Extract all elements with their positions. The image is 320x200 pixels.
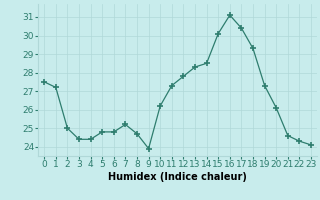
X-axis label: Humidex (Indice chaleur): Humidex (Indice chaleur) [108,172,247,182]
